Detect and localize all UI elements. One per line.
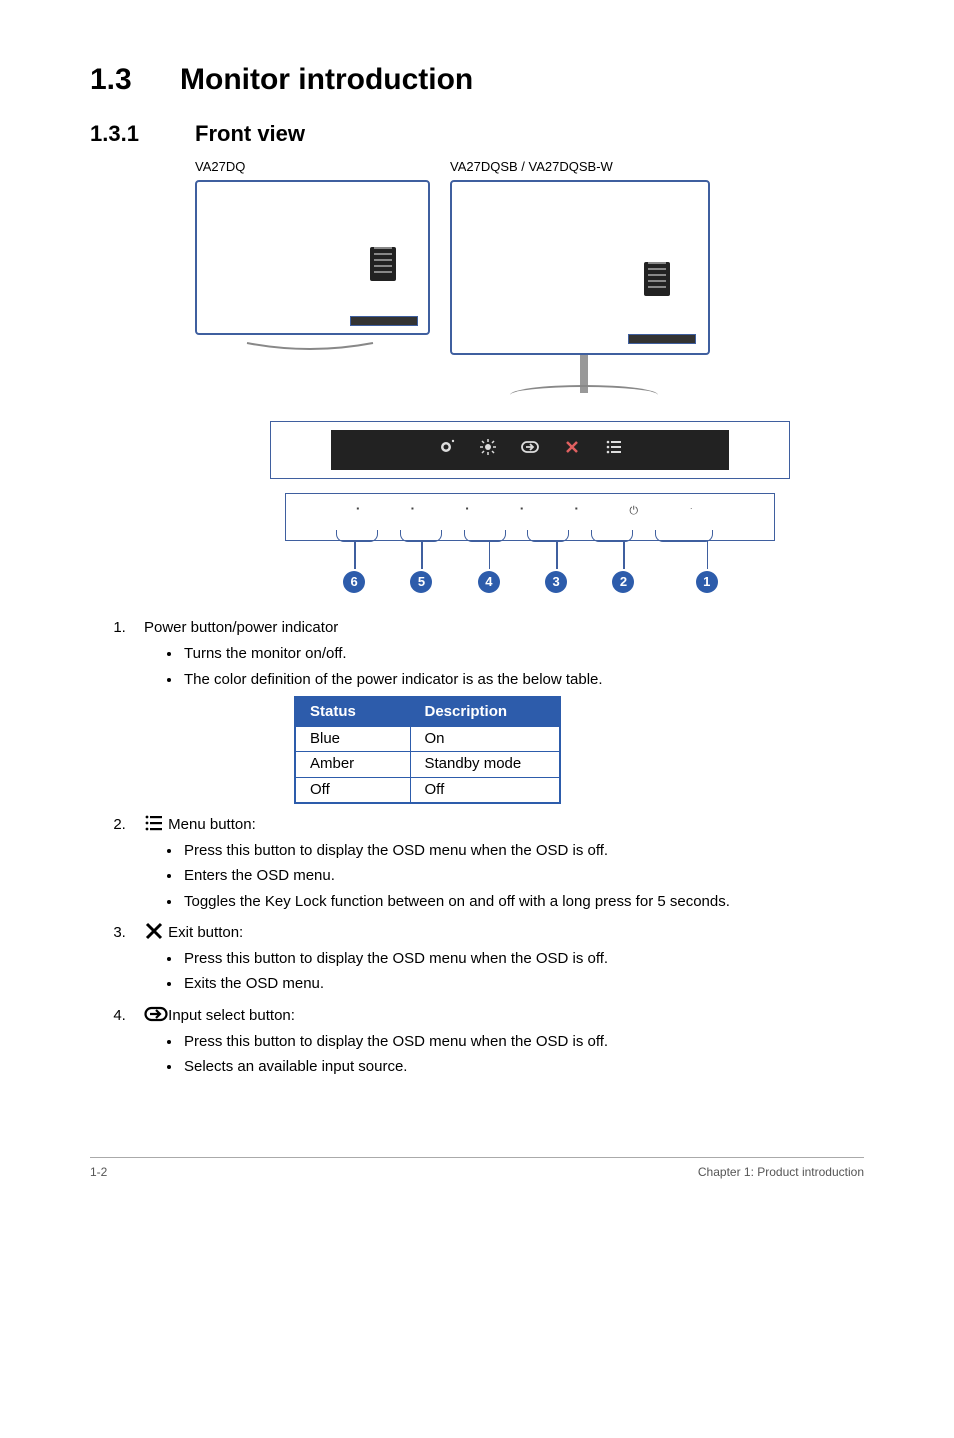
- tick-mark: ▪: [466, 504, 469, 519]
- table-row: AmberStandby mode: [295, 752, 560, 777]
- section-title: 1.3Monitor introduction: [90, 60, 864, 101]
- monitors-row: [195, 180, 864, 393]
- item-label: Power button/power indicator: [144, 619, 338, 636]
- model-labels: VA27DQ VA27DQSB / VA27DQSB-W: [195, 158, 864, 176]
- bullet: Toggles the Key Lock function between on…: [182, 892, 864, 912]
- item-power: Power button/power indicator Turns the m…: [130, 618, 864, 804]
- td: Amber: [295, 752, 410, 777]
- subsection-number: 1.3.1: [90, 119, 195, 149]
- bullet: The color definition of the power indica…: [182, 670, 864, 690]
- page-number: 1-2: [90, 1164, 107, 1180]
- callout-num-6: 6: [343, 571, 365, 593]
- stand-left-icon: [245, 341, 375, 353]
- osd-box-icon: [370, 247, 396, 281]
- monitor-left: [195, 180, 430, 359]
- brace: [464, 530, 506, 542]
- menu-icon: [144, 814, 164, 832]
- brace: [591, 530, 633, 542]
- item-exit: Exit button: Press this button to displa…: [130, 922, 864, 995]
- td: On: [410, 727, 560, 752]
- bullet: Selects an available input source.: [182, 1057, 864, 1077]
- td: Off: [295, 777, 410, 803]
- menu-icon: [604, 438, 624, 462]
- tick-mark: ▪: [356, 504, 359, 519]
- chapter-label: Chapter 1: Product introduction: [698, 1164, 864, 1180]
- brace-row: [326, 530, 724, 542]
- callout-num-1: 1: [696, 571, 718, 593]
- osd-callout: [270, 421, 790, 479]
- item-label: Input select button:: [168, 1007, 295, 1024]
- power-icon: ⏻: [629, 504, 638, 519]
- item-bullets: Press this button to display the OSD men…: [144, 841, 864, 912]
- eyecare-icon: [436, 438, 456, 462]
- monitor-right-screen: [450, 180, 710, 355]
- monitor-left-screen: [195, 180, 430, 335]
- bullet: Enters the OSD menu.: [182, 866, 864, 886]
- item-bullets: Turns the monitor on/off. The color defi…: [144, 644, 864, 690]
- feature-list: Power button/power indicator Turns the m…: [90, 618, 864, 1077]
- stand-right-icon: [580, 355, 588, 393]
- model-right-label: VA27DQSB / VA27DQSB-W: [450, 158, 613, 176]
- model-left-label: VA27DQ: [195, 158, 450, 176]
- subsection-title: 1.3.1Front view: [90, 119, 864, 149]
- callout-num-4: 4: [478, 571, 500, 593]
- brightness-icon: [478, 438, 498, 462]
- bullet: Exits the OSD menu.: [182, 974, 864, 994]
- item-menu: Menu button: Press this button to displa…: [130, 814, 864, 912]
- th-description: Description: [410, 697, 560, 727]
- subsection-name: Front view: [195, 121, 305, 146]
- monitor-right: [450, 180, 710, 393]
- td: Standby mode: [410, 752, 560, 777]
- button-highlight: [628, 334, 696, 344]
- led-dot: ·: [690, 504, 693, 519]
- item-label: Menu button:: [168, 816, 256, 833]
- bullet: Press this button to display the OSD men…: [182, 949, 864, 969]
- section-number: 1.3: [90, 60, 180, 101]
- th-status: Status: [295, 697, 410, 727]
- figure: VA27DQ VA27DQSB / VA27DQSB-W: [195, 158, 864, 593]
- bullet: Press this button to display the OSD men…: [182, 841, 864, 861]
- section-name: Monitor introduction: [180, 63, 473, 96]
- td: Blue: [295, 727, 410, 752]
- status-table: Status Description BlueOn AmberStandby m…: [294, 696, 561, 804]
- item-label: Exit button:: [168, 924, 243, 941]
- tick-mark: ▪: [575, 504, 578, 519]
- osd-button-row: [331, 430, 729, 470]
- close-icon: [144, 922, 164, 940]
- brace: [336, 530, 378, 542]
- item-input: Input select button: Press this button t…: [130, 1005, 864, 1078]
- page-footer: 1-2 Chapter 1: Product introduction: [90, 1157, 864, 1180]
- brace: [655, 530, 713, 542]
- callout-numbers: 6 5 4 3 2 1: [285, 541, 775, 593]
- bullet: Press this button to display the OSD men…: [182, 1032, 864, 1052]
- table-row: OffOff: [295, 777, 560, 803]
- callout-num-3: 3: [545, 571, 567, 593]
- close-icon: [562, 438, 582, 462]
- item-bullets: Press this button to display the OSD men…: [144, 1032, 864, 1078]
- input-icon: [144, 1005, 164, 1023]
- bullet: Turns the monitor on/off.: [182, 644, 864, 664]
- tick-row: ▪ ▪ ▪ ▪ ▪ ⏻ ·: [286, 504, 774, 519]
- button-underside-callout: ▪ ▪ ▪ ▪ ▪ ⏻ ·: [285, 493, 775, 541]
- button-highlight: [350, 316, 418, 326]
- tick-mark: ▪: [411, 504, 414, 519]
- callout-num-5: 5: [410, 571, 432, 593]
- item-bullets: Press this button to display the OSD men…: [144, 949, 864, 995]
- tick-mark: ▪: [520, 504, 523, 519]
- brace: [527, 530, 569, 542]
- osd-box-icon: [644, 262, 670, 296]
- input-icon: [520, 438, 540, 462]
- callout-num-2: 2: [612, 571, 634, 593]
- table-header-row: Status Description: [295, 697, 560, 727]
- td: Off: [410, 777, 560, 803]
- table-row: BlueOn: [295, 727, 560, 752]
